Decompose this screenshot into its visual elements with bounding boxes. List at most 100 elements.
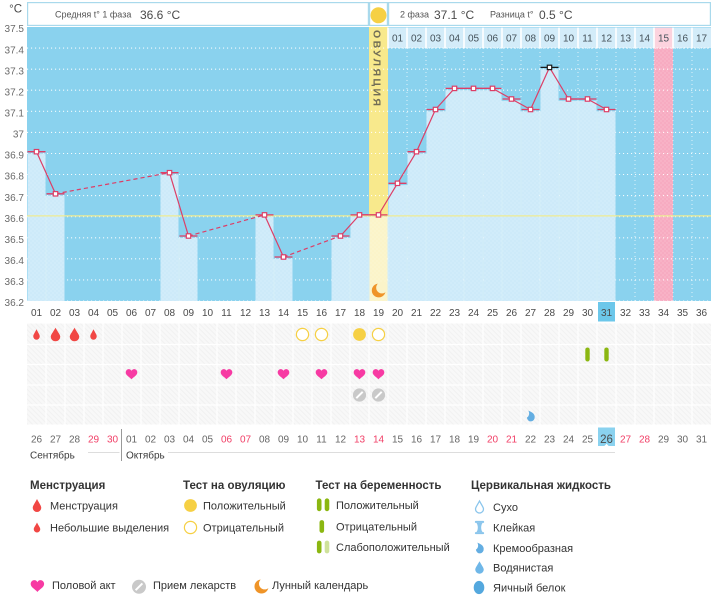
svg-text:18: 18 — [354, 308, 366, 319]
svg-text:03: 03 — [69, 308, 81, 319]
svg-text:28: 28 — [69, 435, 81, 446]
svg-text:07: 07 — [506, 34, 518, 45]
svg-text:09: 09 — [183, 308, 195, 319]
svg-text:36.4: 36.4 — [5, 256, 25, 267]
svg-text:Разница t°: Разница t° — [490, 10, 534, 20]
svg-text:09: 09 — [544, 34, 556, 45]
svg-text:24: 24 — [563, 435, 575, 446]
svg-text:27: 27 — [620, 435, 632, 446]
svg-text:25: 25 — [487, 308, 499, 319]
svg-text:Отрицательный: Отрицательный — [336, 522, 417, 534]
svg-text:16: 16 — [411, 435, 423, 446]
svg-text:20: 20 — [392, 308, 404, 319]
svg-text:10: 10 — [563, 34, 575, 45]
svg-text:°C: °C — [9, 4, 22, 16]
svg-text:06: 06 — [126, 308, 138, 319]
svg-text:Сухо: Сухо — [493, 502, 518, 514]
svg-text:25: 25 — [582, 435, 594, 446]
svg-text:06: 06 — [221, 435, 233, 446]
svg-text:11: 11 — [316, 435, 327, 446]
svg-text:05: 05 — [202, 435, 214, 446]
svg-text:Водянистая: Водянистая — [493, 563, 553, 575]
svg-text:28: 28 — [639, 435, 651, 446]
svg-text:02: 02 — [411, 34, 423, 45]
svg-text:Слабоположительный: Слабоположительный — [336, 542, 450, 554]
svg-text:03: 03 — [164, 435, 176, 446]
svg-text:12: 12 — [335, 435, 347, 446]
svg-text:08: 08 — [525, 34, 537, 45]
svg-text:01: 01 — [126, 435, 138, 446]
svg-text:03: 03 — [430, 34, 442, 45]
svg-text:19: 19 — [373, 308, 385, 319]
svg-text:04: 04 — [88, 308, 100, 319]
svg-text:29: 29 — [658, 435, 670, 446]
svg-text:36.6: 36.6 — [5, 214, 25, 225]
svg-text:34: 34 — [658, 308, 670, 319]
svg-text:16: 16 — [316, 308, 328, 319]
svg-text:33: 33 — [639, 308, 651, 319]
svg-text:07: 07 — [145, 308, 157, 319]
svg-text:27: 27 — [525, 308, 537, 319]
svg-text:11: 11 — [221, 308, 232, 319]
svg-text:20: 20 — [487, 435, 499, 446]
svg-text:22: 22 — [430, 308, 442, 319]
svg-text:Клейкая: Клейкая — [493, 523, 535, 535]
svg-text:21: 21 — [506, 435, 518, 446]
svg-text:36.7: 36.7 — [5, 193, 25, 204]
svg-text:05: 05 — [107, 308, 119, 319]
svg-text:21: 21 — [411, 308, 423, 319]
svg-text:29: 29 — [88, 435, 100, 446]
svg-text:18: 18 — [449, 435, 461, 446]
svg-text:36.2: 36.2 — [5, 298, 25, 309]
svg-text:Лунный календарь: Лунный календарь — [272, 580, 369, 592]
svg-text:12: 12 — [601, 34, 613, 45]
svg-text:13: 13 — [354, 435, 366, 446]
svg-text:35: 35 — [677, 308, 689, 319]
svg-text:01: 01 — [392, 34, 404, 45]
svg-text:26: 26 — [506, 308, 518, 319]
svg-text:Прием лекарств: Прием лекарств — [153, 580, 236, 592]
svg-text:Кремообразная: Кремообразная — [493, 543, 573, 555]
svg-text:Половой акт: Половой акт — [52, 580, 116, 592]
svg-text:10: 10 — [202, 308, 214, 319]
svg-text:01: 01 — [31, 308, 43, 319]
svg-text:37.2: 37.2 — [5, 87, 25, 98]
svg-text:ОВУЛЯЦИЯ: ОВУЛЯЦИЯ — [371, 30, 383, 108]
svg-text:17: 17 — [430, 435, 442, 446]
svg-text:16: 16 — [677, 34, 689, 45]
svg-text:36: 36 — [696, 308, 708, 319]
svg-text:Цервикальная жидкость: Цервикальная жидкость — [471, 480, 611, 492]
svg-text:17: 17 — [696, 34, 708, 45]
svg-text:26: 26 — [31, 435, 43, 446]
svg-text:Яичный белок: Яичный белок — [493, 583, 566, 595]
svg-text:0.5 °C: 0.5 °C — [539, 8, 573, 22]
svg-text:36.3: 36.3 — [5, 277, 25, 288]
svg-text:Средняя t° 1 фаза: Средняя t° 1 фаза — [55, 10, 131, 20]
svg-text:37.3: 37.3 — [5, 66, 25, 77]
svg-text:12: 12 — [240, 308, 252, 319]
svg-text:13: 13 — [259, 308, 271, 319]
svg-text:36.9: 36.9 — [5, 151, 25, 162]
svg-text:26: 26 — [600, 434, 613, 446]
svg-text:23: 23 — [449, 308, 461, 319]
svg-text:02: 02 — [50, 308, 62, 319]
svg-text:Положительный: Положительный — [203, 501, 286, 513]
svg-text:02: 02 — [145, 435, 157, 446]
svg-text:15: 15 — [392, 435, 404, 446]
svg-text:36.8: 36.8 — [5, 172, 25, 183]
svg-text:36.6 °C: 36.6 °C — [140, 8, 180, 22]
svg-text:17: 17 — [335, 308, 347, 319]
svg-text:Октябрь: Октябрь — [126, 450, 165, 462]
svg-text:08: 08 — [259, 435, 271, 446]
svg-text:04: 04 — [183, 435, 195, 446]
svg-text:14: 14 — [639, 34, 651, 45]
svg-text:10: 10 — [297, 435, 309, 446]
svg-text:Сентябрь: Сентябрь — [30, 450, 75, 462]
svg-text:Положительный: Положительный — [336, 500, 419, 512]
svg-text:30: 30 — [107, 435, 119, 446]
svg-text:30: 30 — [582, 308, 594, 319]
svg-text:37: 37 — [13, 130, 25, 141]
svg-text:Тест на беременность: Тест на беременность — [316, 480, 442, 492]
svg-text:36.5: 36.5 — [5, 235, 25, 246]
svg-text:15: 15 — [658, 34, 670, 45]
